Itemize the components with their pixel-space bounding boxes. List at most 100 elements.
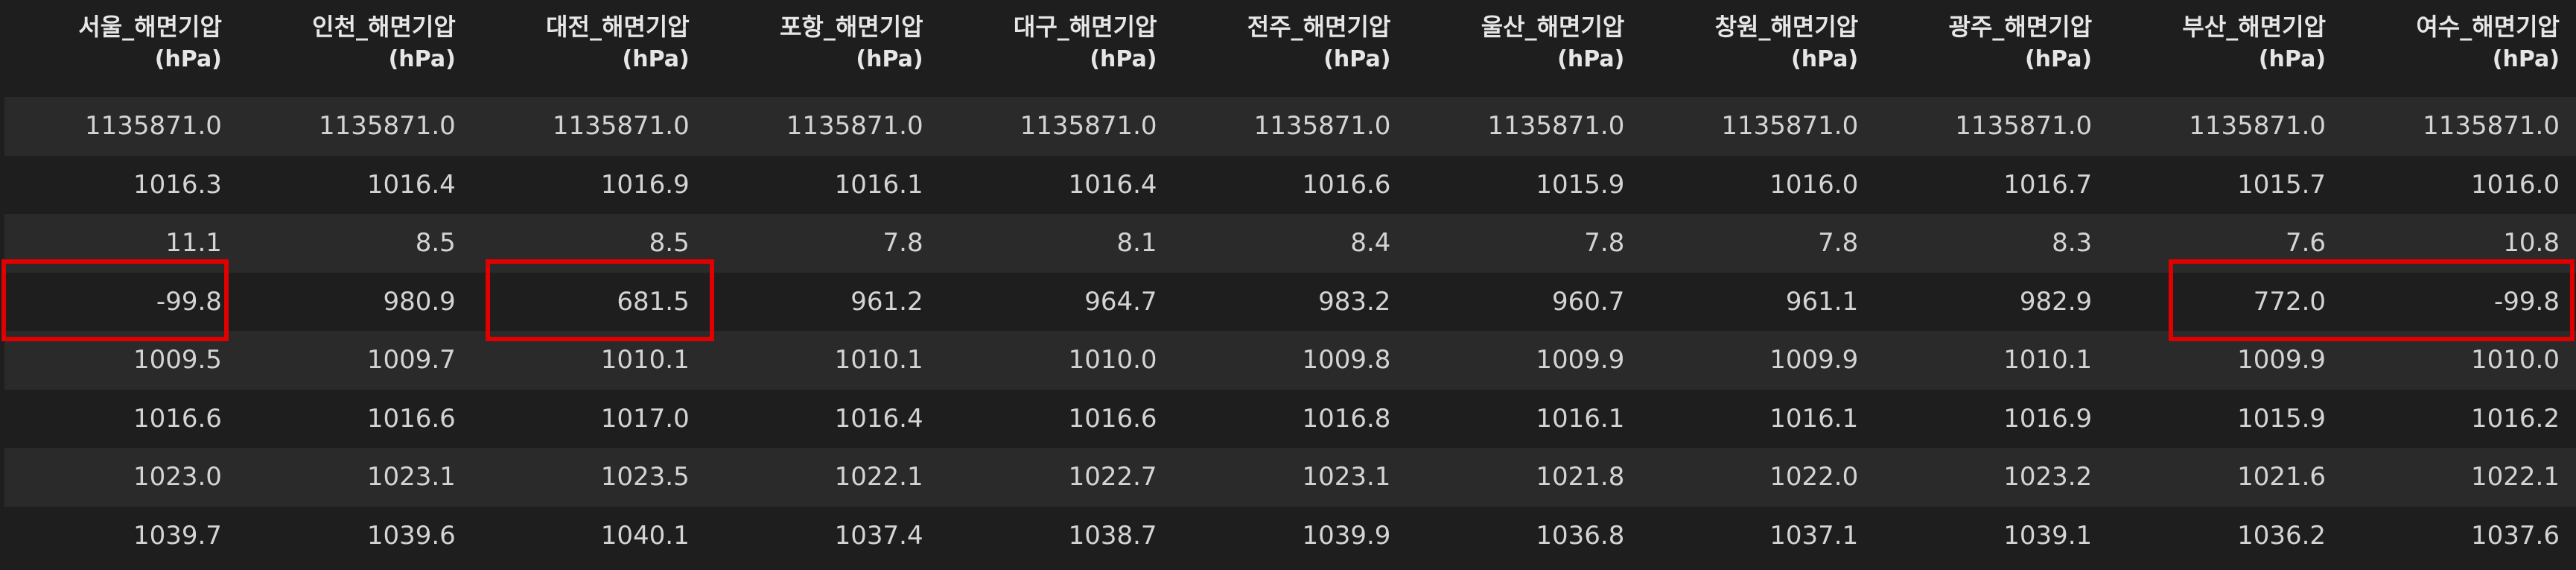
table-cell[interactable]: 1135871.0 bbox=[4, 97, 238, 156]
table-cell[interactable]: 1009.9 bbox=[2108, 331, 2343, 390]
table-cell[interactable]: 11.1 bbox=[4, 214, 238, 273]
table-cell[interactable]: 961.2 bbox=[705, 272, 940, 331]
table-cell[interactable]: 1017.0 bbox=[471, 389, 706, 448]
table-cell[interactable]: 1135871.0 bbox=[238, 97, 472, 156]
table-cell[interactable]: 1016.0 bbox=[2342, 155, 2576, 214]
table-cell[interactable]: 8.5 bbox=[238, 214, 472, 273]
table-cell[interactable]: 1039.6 bbox=[238, 506, 472, 565]
col-unit: (hPa) bbox=[622, 46, 690, 72]
table-cell[interactable]: 1135871.0 bbox=[1173, 97, 1408, 156]
table-cell[interactable]: 964.7 bbox=[939, 272, 1174, 331]
table-cell[interactable]: 1016.8 bbox=[1173, 389, 1408, 448]
table-cell[interactable]: 1016.1 bbox=[705, 155, 940, 214]
table-cell[interactable]: 1036.2 bbox=[2108, 506, 2343, 565]
table-cell[interactable]: 1021.6 bbox=[2108, 448, 2343, 507]
table-cell[interactable]: 1016.6 bbox=[1173, 155, 1408, 214]
table-cell[interactable]: 1135871.0 bbox=[2108, 97, 2343, 156]
table-cell[interactable]: 1022.7 bbox=[939, 448, 1174, 507]
table-cell[interactable]: 1016.4 bbox=[705, 389, 940, 448]
table-cell[interactable]: 1015.9 bbox=[2108, 389, 2343, 448]
table-cell[interactable]: 1016.9 bbox=[1874, 389, 2109, 448]
table-cell[interactable]: 1037.6 bbox=[2342, 506, 2576, 565]
table-cell[interactable]: 1015.9 bbox=[1407, 155, 1641, 214]
table-cell[interactable]: 982.9 bbox=[1874, 272, 2109, 331]
table-cell[interactable]: 1039.1 bbox=[1874, 506, 2109, 565]
table-cell[interactable]: -99.8 bbox=[2342, 272, 2576, 331]
table-cell[interactable]: 1040.1 bbox=[471, 506, 706, 565]
table-cell[interactable]: 1023.1 bbox=[238, 448, 472, 507]
table-cell[interactable]: 1010.1 bbox=[1874, 331, 2109, 390]
table-cell[interactable]: 1037.4 bbox=[705, 506, 940, 565]
table-cell[interactable]: 1023.1 bbox=[1173, 448, 1408, 507]
table-cell[interactable]: 1021.8 bbox=[1407, 448, 1641, 507]
table-cell[interactable]: 983.2 bbox=[1173, 272, 1408, 331]
table-cell[interactable]: 1009.7 bbox=[238, 331, 472, 390]
table-cell[interactable]: 1009.5 bbox=[4, 331, 238, 390]
table-cell[interactable]: 1037.1 bbox=[1641, 506, 1875, 565]
table-cell[interactable]: 1010.1 bbox=[705, 331, 940, 390]
table-cell[interactable]: 980.9 bbox=[238, 272, 472, 331]
table-cell[interactable]: 1135871.0 bbox=[1641, 97, 1875, 156]
table-cell[interactable]: 1016.3 bbox=[4, 155, 238, 214]
col-header-daegu[interactable]: 대구_해면기압 (hPa) bbox=[940, 0, 1174, 97]
col-header-ulsan[interactable]: 울산_해면기압 (hPa) bbox=[1407, 0, 1641, 97]
table-cell[interactable]: 1015.7 bbox=[2108, 155, 2343, 214]
table-cell[interactable]: 1023.0 bbox=[4, 448, 238, 507]
col-header-seoul[interactable]: 서울_해면기압 (hPa) bbox=[4, 0, 238, 97]
col-header-jeonju[interactable]: 전주_해면기압 (hPa) bbox=[1174, 0, 1408, 97]
table-cell[interactable]: -99.8 bbox=[4, 272, 238, 331]
table-cell[interactable]: 8.3 bbox=[1874, 214, 2109, 273]
table-cell[interactable]: 1016.2 bbox=[2342, 389, 2576, 448]
table-cell[interactable]: 8.5 bbox=[471, 214, 706, 273]
table-cell[interactable]: 1023.5 bbox=[471, 448, 706, 507]
col-header-gwangju[interactable]: 광주_해면기압 (hPa) bbox=[1874, 0, 2108, 97]
table-cell[interactable]: 1135871.0 bbox=[1874, 97, 2109, 156]
table-cell[interactable]: 1039.7 bbox=[4, 506, 238, 565]
table-cell[interactable]: 1016.6 bbox=[4, 389, 238, 448]
table-cell[interactable]: 1135871.0 bbox=[2342, 97, 2576, 156]
table-cell[interactable]: 1016.9 bbox=[471, 155, 706, 214]
table-cell[interactable]: 1009.9 bbox=[1407, 331, 1641, 390]
table-cell[interactable]: 10.8 bbox=[2342, 214, 2576, 273]
table-cell[interactable]: 1010.1 bbox=[471, 331, 706, 390]
table-cell[interactable]: 1135871.0 bbox=[1407, 97, 1641, 156]
table-cell[interactable]: 7.8 bbox=[1641, 214, 1875, 273]
table-cell[interactable]: 1022.1 bbox=[2342, 448, 2576, 507]
table-cell[interactable]: 7.6 bbox=[2108, 214, 2343, 273]
col-header-changwon[interactable]: 창원_해면기압 (hPa) bbox=[1641, 0, 1874, 97]
table-cell[interactable]: 1010.0 bbox=[939, 331, 1174, 390]
table-cell[interactable]: 1016.1 bbox=[1641, 389, 1875, 448]
table-cell[interactable]: 1135871.0 bbox=[705, 97, 940, 156]
col-header-busan[interactable]: 부산_해면기압 (hPa) bbox=[2108, 0, 2342, 97]
table-cell[interactable]: 1016.4 bbox=[939, 155, 1174, 214]
table-cell[interactable]: 7.8 bbox=[705, 214, 940, 273]
col-header-yeosu[interactable]: 여수_해면기압 (hPa) bbox=[2342, 0, 2576, 97]
table-cell[interactable]: 1016.4 bbox=[238, 155, 472, 214]
table-cell[interactable]: 8.1 bbox=[939, 214, 1174, 273]
table-cell[interactable]: 960.7 bbox=[1407, 272, 1641, 331]
col-header-daejeon[interactable]: 대전_해면기압 (hPa) bbox=[472, 0, 706, 97]
table-cell[interactable]: 1022.0 bbox=[1641, 448, 1875, 507]
table-cell[interactable]: 1036.8 bbox=[1407, 506, 1641, 565]
table-cell[interactable]: 1016.7 bbox=[1874, 155, 2109, 214]
table-cell[interactable]: 1016.1 bbox=[1407, 389, 1641, 448]
table-cell[interactable]: 1135871.0 bbox=[471, 97, 706, 156]
table-cell[interactable]: 1010.0 bbox=[2342, 331, 2576, 390]
col-header-incheon[interactable]: 인천_해면기압 (hPa) bbox=[238, 0, 472, 97]
table-cell[interactable]: 772.0 bbox=[2108, 272, 2343, 331]
table-cell[interactable]: 1022.1 bbox=[705, 448, 940, 507]
table-cell[interactable]: 1038.7 bbox=[939, 506, 1174, 565]
table-cell[interactable]: 961.1 bbox=[1641, 272, 1875, 331]
table-cell[interactable]: 8.4 bbox=[1173, 214, 1408, 273]
table-cell[interactable]: 1009.8 bbox=[1173, 331, 1408, 390]
table-cell[interactable]: 681.5 bbox=[471, 272, 706, 331]
table-cell[interactable]: 1016.0 bbox=[1641, 155, 1875, 214]
table-cell[interactable]: 1135871.0 bbox=[939, 97, 1174, 156]
table-cell[interactable]: 1039.9 bbox=[1173, 506, 1408, 565]
table-cell[interactable]: 1023.2 bbox=[1874, 448, 2109, 507]
table-cell[interactable]: 1009.9 bbox=[1641, 331, 1875, 390]
table-cell[interactable]: 1016.6 bbox=[238, 389, 472, 448]
col-header-pohang[interactable]: 포항_해면기압 (hPa) bbox=[706, 0, 940, 97]
table-cell[interactable]: 1016.6 bbox=[939, 389, 1174, 448]
table-cell[interactable]: 7.8 bbox=[1407, 214, 1641, 273]
